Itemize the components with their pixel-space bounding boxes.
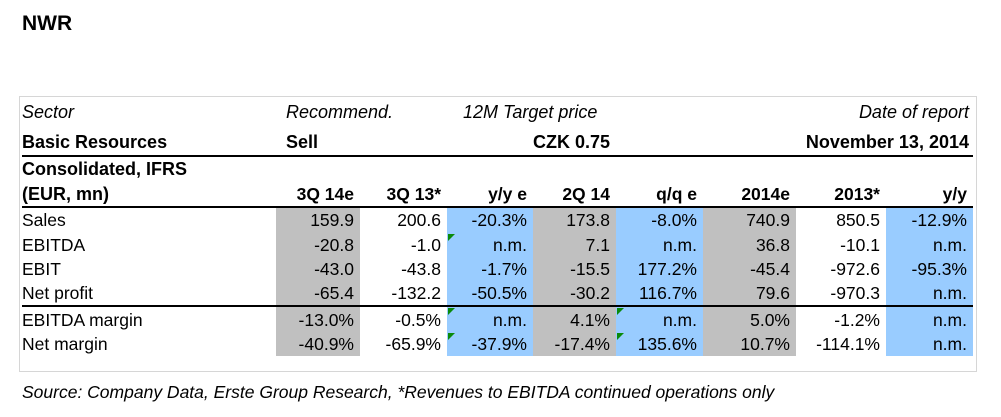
table-row: Sales 159.9 200.6 -20.3% 173.8 -8.0% 740… bbox=[22, 206, 973, 233]
table-cell: n.m. bbox=[616, 305, 703, 332]
financial-table: 3Q 14e 3Q 13* y/y e 2Q 14 q/q e 2014e 20… bbox=[22, 182, 973, 357]
table-cell: -20.8 bbox=[276, 232, 360, 257]
table-cell: -65.4 bbox=[276, 281, 360, 307]
table-cell: 740.9 bbox=[703, 206, 796, 233]
company-title: NWR bbox=[22, 12, 73, 35]
sector-value: Basic Resources bbox=[22, 132, 168, 152]
table-cell: -40.9% bbox=[276, 331, 360, 357]
table-cell: -43.8 bbox=[401, 259, 441, 280]
table-cell: 7.1 bbox=[533, 232, 616, 257]
table-cell: -45.4 bbox=[703, 256, 796, 282]
row-label: Net margin bbox=[22, 333, 108, 354]
table-cell: -20.3% bbox=[447, 206, 533, 233]
row-label: EBITDA margin bbox=[22, 305, 276, 332]
column-header: y/y bbox=[942, 184, 967, 205]
table-cell: 5.0% bbox=[703, 305, 796, 332]
table-cell: -972.6 bbox=[830, 259, 880, 280]
table-cell: -15.5 bbox=[533, 256, 616, 282]
table-row: Net profit -65.4 -132.2 -50.5% -30.2 116… bbox=[22, 281, 973, 307]
table-cell: n.m. bbox=[616, 232, 703, 257]
table-cell: 116.7% bbox=[616, 281, 703, 307]
table-cell: -65.9% bbox=[385, 333, 441, 354]
basis-label: Consolidated, IFRS bbox=[22, 159, 188, 179]
table-row: Net margin -40.9% -65.9% -37.9% -17.4% 1… bbox=[22, 331, 973, 357]
table-cell: -1.2% bbox=[796, 305, 886, 332]
header-labels-row: Sector Recommend. 12M Target price Date … bbox=[22, 100, 972, 124]
table-cell: -970.3 bbox=[830, 283, 880, 304]
basis-row-1: Consolidated, IFRS bbox=[22, 157, 972, 181]
column-header: 2Q 14 bbox=[562, 184, 610, 205]
header-values-row: Basic Resources Sell CZK 0.75 November 1… bbox=[22, 130, 972, 154]
column-header: 2014e bbox=[741, 184, 790, 205]
table-cell: n.m. bbox=[886, 331, 973, 357]
target-price-value: CZK 0.75 bbox=[533, 132, 611, 152]
recommend-value: Sell bbox=[286, 132, 319, 152]
table-cell: 79.6 bbox=[703, 281, 796, 307]
column-header: 3Q 14e bbox=[296, 184, 354, 205]
table-cell: 173.8 bbox=[533, 206, 616, 233]
row-label: EBIT bbox=[22, 259, 61, 280]
table-row: EBIT -43.0 -43.8 -1.7% -15.5 177.2% -45.… bbox=[22, 256, 973, 282]
column-header: q/q e bbox=[656, 184, 697, 205]
table-frame bbox=[19, 96, 977, 372]
table-cell: n.m. bbox=[447, 305, 533, 332]
table-cell: -37.9% bbox=[447, 331, 533, 357]
table-cell: -0.5% bbox=[360, 305, 447, 332]
table-cell: -132.2 bbox=[391, 283, 441, 304]
column-header: 2013* bbox=[834, 184, 880, 205]
column-header: 3Q 13* bbox=[386, 184, 441, 205]
row-label: Net profit bbox=[22, 283, 93, 304]
table-cell: n.m. bbox=[886, 281, 973, 307]
table-cell: 850.5 bbox=[796, 206, 886, 233]
table-row: EBITDA margin -13.0% -0.5% n.m. 4.1% n.m… bbox=[22, 305, 973, 332]
column-headers: 3Q 14e 3Q 13* y/y e 2Q 14 q/q e 2014e 20… bbox=[22, 182, 973, 207]
table-cell: 36.8 bbox=[703, 232, 796, 257]
table-cell: -8.0% bbox=[616, 206, 703, 233]
table-cell: -30.2 bbox=[533, 281, 616, 307]
table-cell: 177.2% bbox=[616, 256, 703, 282]
sector-label: Sector bbox=[22, 102, 75, 122]
table-cell: n.m. bbox=[886, 232, 973, 257]
table-cell: n.m. bbox=[886, 305, 973, 332]
table-cell: -1.0 bbox=[410, 234, 441, 255]
table-cell: 4.1% bbox=[533, 305, 616, 332]
row-label: Sales bbox=[22, 206, 276, 233]
table-cell: -10.1 bbox=[840, 234, 880, 255]
table-cell: -114.1% bbox=[816, 333, 880, 354]
unit-label: (EUR, mn) bbox=[22, 184, 109, 204]
source-note: Source: Company Data, Erste Group Resear… bbox=[22, 382, 775, 402]
table-cell: -95.3% bbox=[886, 256, 973, 282]
table-row: EBITDA -20.8 -1.0 n.m. 7.1 n.m. 36.8 -10… bbox=[22, 232, 973, 257]
recommend-label: Recommend. bbox=[286, 102, 394, 122]
table-cell: -12.9% bbox=[886, 206, 973, 233]
row-label: EBITDA bbox=[22, 234, 86, 255]
table-cell: 135.6% bbox=[616, 331, 703, 357]
target-price-label: 12M Target price bbox=[463, 102, 598, 122]
date-value: November 13, 2014 bbox=[805, 132, 969, 152]
table-cell: -43.0 bbox=[276, 256, 360, 282]
table-cell: -50.5% bbox=[447, 281, 533, 307]
table-cell: 159.9 bbox=[276, 206, 360, 233]
date-label: Date of report bbox=[858, 102, 969, 122]
table-cell: 10.7% bbox=[703, 331, 796, 357]
column-header: y/y e bbox=[488, 184, 527, 205]
table-cell: n.m. bbox=[447, 232, 533, 257]
table-cell: -13.0% bbox=[276, 305, 360, 332]
table-cell: -1.7% bbox=[447, 256, 533, 282]
column-header-row: (EUR, mn) bbox=[22, 182, 972, 206]
table-cell: -17.4% bbox=[533, 331, 616, 357]
table-cell: 200.6 bbox=[360, 206, 447, 233]
divider bbox=[22, 155, 973, 157]
